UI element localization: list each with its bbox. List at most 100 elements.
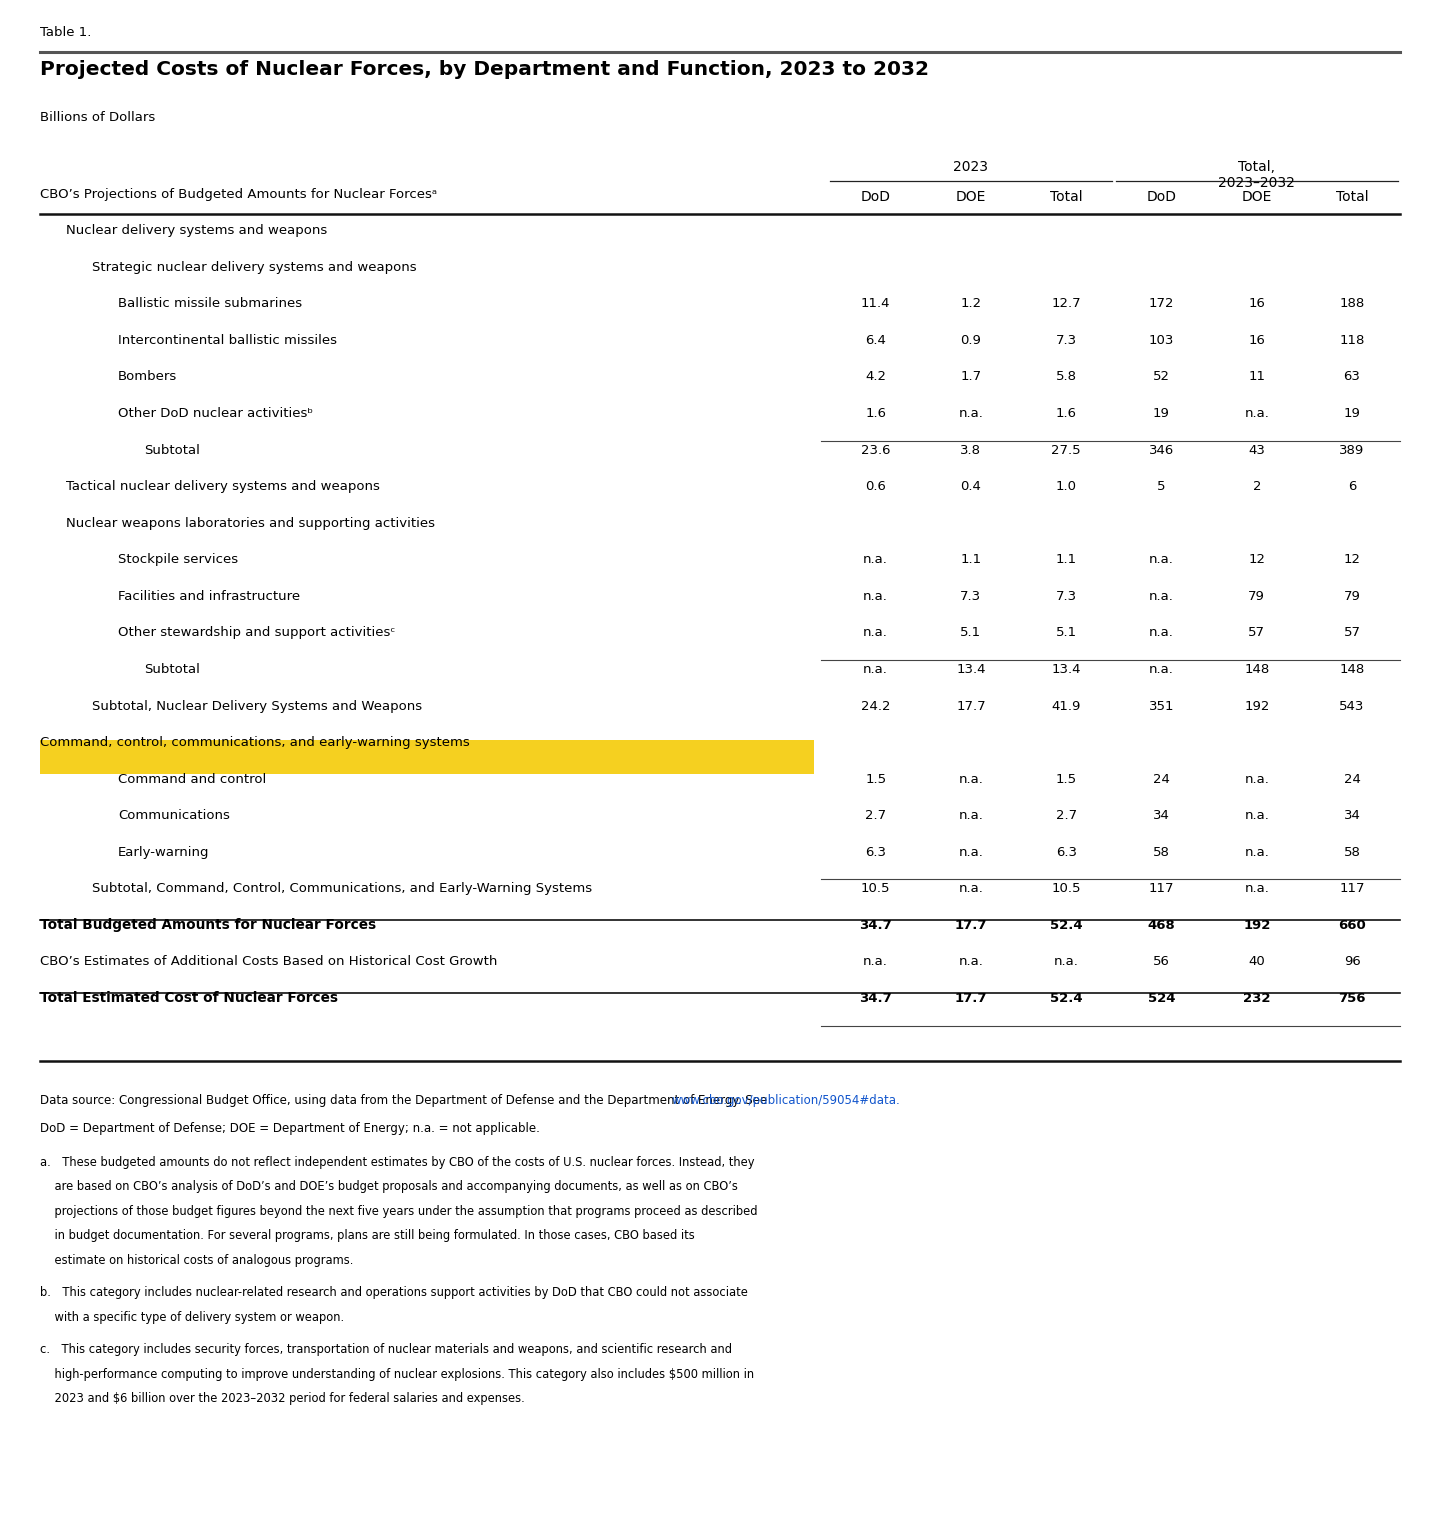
Text: Projected Costs of Nuclear Forces, by Department and Function, 2023 to 2032: Projected Costs of Nuclear Forces, by De…	[40, 60, 929, 78]
Text: 148: 148	[1244, 664, 1270, 676]
Text: Command and control: Command and control	[118, 773, 266, 785]
Text: Total: Total	[1336, 190, 1368, 204]
Text: 52.4: 52.4	[1050, 992, 1083, 1005]
Text: n.a.: n.a.	[863, 590, 888, 602]
Text: Intercontinental ballistic missiles: Intercontinental ballistic missiles	[118, 333, 337, 347]
Text: 1.0: 1.0	[1056, 481, 1077, 493]
Text: 13.4: 13.4	[1051, 664, 1081, 676]
Text: 79: 79	[1344, 590, 1361, 602]
Text: n.a.: n.a.	[959, 407, 984, 419]
Text: n.a.: n.a.	[1054, 955, 1079, 968]
Text: n.a.: n.a.	[1149, 664, 1174, 676]
Text: 346: 346	[1149, 444, 1174, 456]
Text: 2.7: 2.7	[865, 809, 886, 822]
Text: 17.7: 17.7	[956, 699, 986, 713]
Text: estimate on historical costs of analogous programs.: estimate on historical costs of analogou…	[40, 1253, 354, 1267]
Text: 117: 117	[1149, 882, 1174, 895]
Text: 34: 34	[1344, 809, 1361, 822]
Text: n.a.: n.a.	[1149, 590, 1174, 602]
Text: 12: 12	[1344, 553, 1361, 567]
Text: Command, control, communications, and early-warning systems: Command, control, communications, and ea…	[40, 736, 469, 750]
Text: 468: 468	[1148, 919, 1175, 932]
Text: 19: 19	[1344, 407, 1361, 419]
Text: Other DoD nuclear activitiesᵇ: Other DoD nuclear activitiesᵇ	[118, 407, 314, 419]
Text: Total,
2023–2032: Total, 2023–2032	[1218, 160, 1295, 190]
Text: n.a.: n.a.	[959, 773, 984, 785]
Text: 5.1: 5.1	[1056, 627, 1077, 639]
Text: Subtotal: Subtotal	[144, 664, 200, 676]
Text: 1.1: 1.1	[1056, 553, 1077, 567]
Text: n.a.: n.a.	[863, 627, 888, 639]
Text: 57: 57	[1248, 627, 1266, 639]
Text: 1.2: 1.2	[960, 298, 982, 310]
Text: n.a.: n.a.	[959, 955, 984, 968]
Text: 63: 63	[1344, 370, 1361, 384]
Text: n.a.: n.a.	[959, 809, 984, 822]
Text: Early-warning: Early-warning	[118, 846, 210, 859]
Text: Bombers: Bombers	[118, 370, 177, 384]
Text: n.a.: n.a.	[1149, 627, 1174, 639]
Text: n.a.: n.a.	[1244, 773, 1269, 785]
Text: 96: 96	[1344, 955, 1361, 968]
Text: Facilities and infrastructure: Facilities and infrastructure	[118, 590, 300, 602]
Text: 7.3: 7.3	[1056, 590, 1077, 602]
Text: 12: 12	[1248, 553, 1266, 567]
Text: 4.2: 4.2	[865, 370, 886, 384]
Text: 192: 192	[1244, 699, 1270, 713]
Text: 27.5: 27.5	[1051, 444, 1081, 456]
Text: 1.6: 1.6	[1056, 407, 1077, 419]
Text: 0.9: 0.9	[960, 333, 981, 347]
Text: 57: 57	[1344, 627, 1361, 639]
Text: Total Estimated Cost of Nuclear Forces: Total Estimated Cost of Nuclear Forces	[40, 991, 338, 1006]
Text: in budget documentation. For several programs, plans are still being formulated.: in budget documentation. For several pro…	[40, 1229, 696, 1243]
Text: 7.3: 7.3	[1056, 333, 1077, 347]
Text: 543: 543	[1339, 699, 1365, 713]
Text: 118: 118	[1339, 333, 1365, 347]
Text: 188: 188	[1339, 298, 1365, 310]
Text: 12.7: 12.7	[1051, 298, 1081, 310]
Text: 17.7: 17.7	[955, 919, 988, 932]
Text: 43: 43	[1248, 444, 1266, 456]
Text: a. These budgeted amounts do not reflect independent estimates by CBO of the cos: a. These budgeted amounts do not reflect…	[40, 1155, 755, 1169]
Text: c. This category includes security forces, transportation of nuclear materials a: c. This category includes security force…	[40, 1342, 733, 1356]
Text: 10.5: 10.5	[861, 882, 890, 895]
Text: 11: 11	[1248, 370, 1266, 384]
Text: Nuclear weapons laboratories and supporting activities: Nuclear weapons laboratories and support…	[66, 516, 435, 530]
Text: Table 1.: Table 1.	[40, 26, 92, 38]
Text: Tactical nuclear delivery systems and weapons: Tactical nuclear delivery systems and we…	[66, 481, 380, 493]
Text: 1.6: 1.6	[865, 407, 886, 419]
Text: 11.4: 11.4	[861, 298, 890, 310]
Text: 0.6: 0.6	[865, 481, 886, 493]
Text: 34.7: 34.7	[860, 992, 891, 1005]
Text: are based on CBO’s analysis of DoD’s and DOE’s budget proposals and accompanying: are based on CBO’s analysis of DoD’s and…	[40, 1180, 739, 1193]
Text: 524: 524	[1148, 992, 1175, 1005]
Text: 6.4: 6.4	[865, 333, 886, 347]
Text: 6.3: 6.3	[865, 846, 886, 859]
Text: Subtotal: Subtotal	[144, 444, 200, 456]
Text: Billions of Dollars: Billions of Dollars	[40, 111, 156, 123]
Text: 24: 24	[1344, 773, 1361, 785]
Text: 7.3: 7.3	[960, 590, 982, 602]
Text: 10.5: 10.5	[1051, 882, 1081, 895]
Text: 5.8: 5.8	[1056, 370, 1077, 384]
Text: 58: 58	[1153, 846, 1169, 859]
Text: 5: 5	[1158, 481, 1166, 493]
Text: with a specific type of delivery system or weapon.: with a specific type of delivery system …	[40, 1310, 344, 1324]
Text: 2.7: 2.7	[1056, 809, 1077, 822]
Text: 3.8: 3.8	[960, 444, 982, 456]
Text: www.cbo.gov/publication/59054#data.: www.cbo.gov/publication/59054#data.	[671, 1094, 900, 1107]
Text: 40: 40	[1248, 955, 1266, 968]
Text: 23.6: 23.6	[861, 444, 890, 456]
Text: n.a.: n.a.	[1244, 882, 1269, 895]
Text: 24.2: 24.2	[861, 699, 890, 713]
Text: n.a.: n.a.	[1244, 846, 1269, 859]
Text: 148: 148	[1339, 664, 1365, 676]
Text: 34.7: 34.7	[860, 919, 891, 932]
Text: 58: 58	[1344, 846, 1361, 859]
Text: 1.5: 1.5	[1056, 773, 1077, 785]
Text: n.a.: n.a.	[863, 955, 888, 968]
Text: n.a.: n.a.	[863, 664, 888, 676]
Text: n.a.: n.a.	[863, 553, 888, 567]
Text: n.a.: n.a.	[1244, 407, 1269, 419]
Text: Subtotal, Nuclear Delivery Systems and Weapons: Subtotal, Nuclear Delivery Systems and W…	[92, 699, 422, 713]
